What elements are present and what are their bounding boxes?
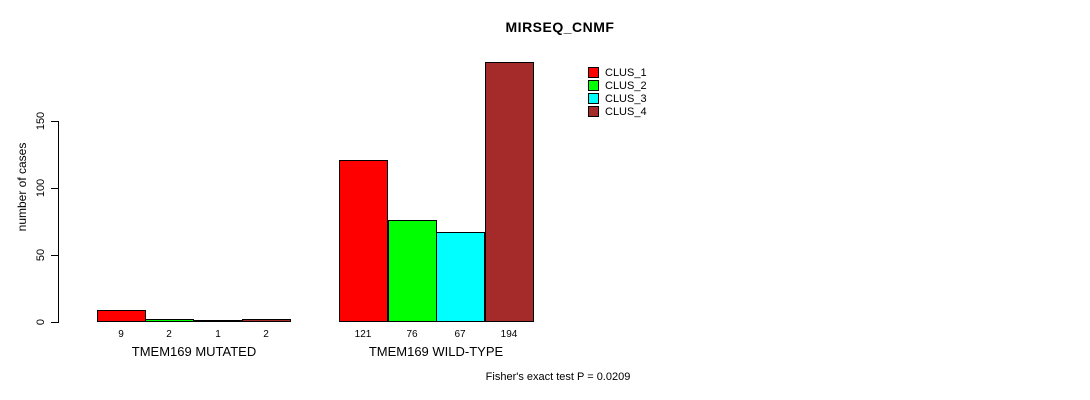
bar-clus_2-mutated [145, 319, 194, 322]
legend-item: CLUS_1 [588, 66, 647, 79]
bar-value-label: 194 [500, 329, 518, 340]
chart-title: MIRSEQ_CNMF [505, 19, 615, 35]
legend-label: CLUS_4 [605, 105, 647, 118]
bar-clus_2-wild-type [388, 220, 437, 322]
legend: CLUS_1 CLUS_2 CLUS_3 CLUS_4 [588, 66, 647, 118]
bar-value-label: 2 [166, 329, 172, 340]
y-tick-label: 50 [35, 248, 47, 262]
legend-label: CLUS_3 [605, 92, 647, 105]
y-axis-label: number of cases [15, 142, 29, 232]
legend-label: CLUS_2 [605, 79, 647, 92]
bar-value-label: 67 [454, 329, 466, 340]
y-tick-mark [51, 255, 58, 256]
bar-value-label: 76 [406, 329, 418, 340]
bar-value-label: 9 [118, 329, 124, 340]
legend-swatch-icon [588, 93, 599, 104]
bar-value-label: 1 [215, 329, 221, 340]
y-tick-mark [51, 322, 58, 323]
y-tick-label: 150 [35, 111, 47, 131]
legend-item: CLUS_3 [588, 92, 647, 105]
stats-annotation: Fisher's exact test P = 0.0209 [485, 371, 631, 383]
bar-clus_1-wild-type [339, 160, 388, 322]
bar-clus_4-mutated [242, 319, 291, 322]
bar-clus_1-mutated [97, 310, 146, 322]
bar-value-label: 2 [263, 329, 269, 340]
legend-item: CLUS_4 [588, 105, 647, 118]
legend-item: CLUS_2 [588, 79, 647, 92]
y-tick-mark [51, 121, 58, 122]
legend-swatch-icon [588, 80, 599, 91]
y-axis-line [58, 121, 59, 323]
legend-label: CLUS_1 [605, 66, 647, 79]
bar-clus_4-wild-type [485, 62, 534, 322]
legend-swatch-icon [588, 67, 599, 78]
bar-clus_3-wild-type [436, 232, 485, 322]
bar-clus_3-mutated [194, 320, 243, 322]
x-category-label: TMEM169 MUTATED [131, 344, 257, 359]
y-tick-mark [51, 188, 58, 189]
y-tick-label: 0 [35, 318, 47, 326]
bar-value-label: 121 [354, 329, 372, 340]
x-category-label: TMEM169 WILD-TYPE [368, 344, 504, 359]
legend-swatch-icon [588, 106, 599, 117]
y-tick-label: 100 [35, 178, 47, 198]
